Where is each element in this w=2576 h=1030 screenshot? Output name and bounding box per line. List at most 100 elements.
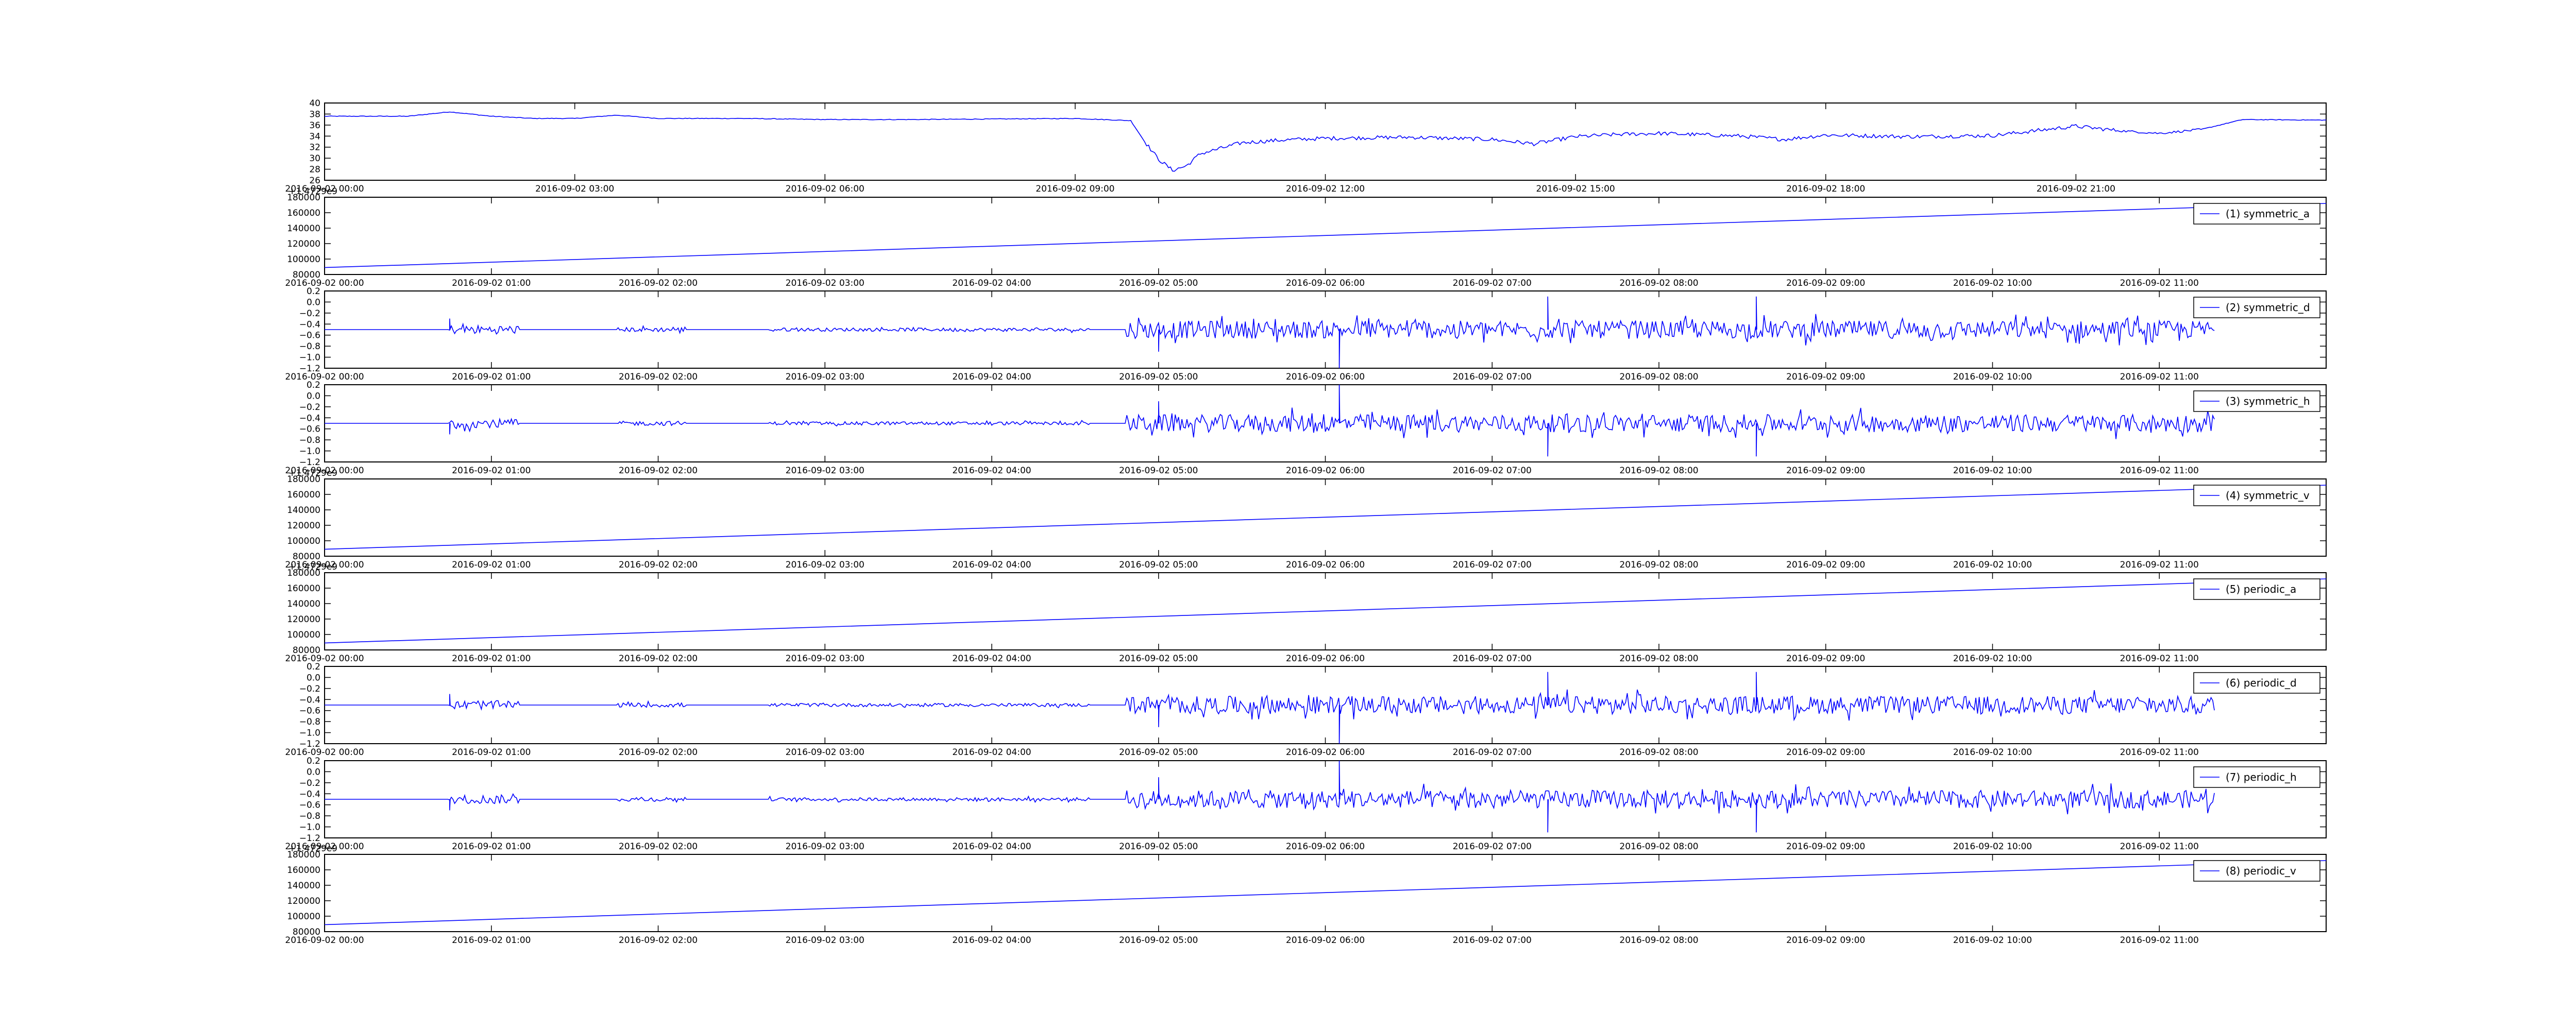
y-tick-label: 160000 bbox=[287, 583, 320, 594]
x-tick-label: 2016-09-02 08:00 bbox=[1619, 842, 1698, 852]
x-tick-label: 2016-09-02 05:00 bbox=[1119, 372, 1198, 382]
x-tick-label: 2016-09-02 00:00 bbox=[285, 747, 364, 758]
y-tick-label: 100000 bbox=[287, 912, 320, 922]
y-tick-label: 34 bbox=[309, 131, 320, 142]
x-tick-label: 2016-09-02 09:00 bbox=[1036, 184, 1114, 194]
x-tick-label: 2016-09-02 06:00 bbox=[1286, 842, 1365, 852]
x-tick-label: 2016-09-02 00:00 bbox=[285, 278, 364, 288]
y-tick-label: −0.2 bbox=[299, 778, 320, 788]
y-tick-label: −1.0 bbox=[299, 447, 320, 457]
y-tick-label: −1.0 bbox=[299, 353, 320, 363]
legend: (1) symmetric_a bbox=[2193, 203, 2320, 225]
axes-frame bbox=[324, 666, 2327, 744]
x-tick-label: 2016-09-02 09:00 bbox=[1786, 654, 1865, 664]
x-tick-label: 2016-09-02 11:00 bbox=[2120, 654, 2199, 664]
x-tick-label: 2016-09-02 00:00 bbox=[285, 842, 364, 852]
x-tick-label: 2016-09-02 12:00 bbox=[1286, 184, 1365, 194]
x-tick-label: 2016-09-02 06:00 bbox=[1286, 560, 1365, 570]
legend: (3) symmetric_h bbox=[2193, 390, 2320, 412]
y-tick-label: 140000 bbox=[287, 599, 320, 609]
x-tick-label: 2016-09-02 11:00 bbox=[2120, 935, 2199, 946]
axes-frame bbox=[324, 290, 2327, 369]
y-tick-label: 180000 bbox=[287, 193, 320, 203]
x-tick-label: 2016-09-02 03:00 bbox=[786, 654, 865, 664]
x-tick-label: 2016-09-02 10:00 bbox=[1953, 654, 2032, 664]
x-tick-label: 2016-09-02 03:00 bbox=[786, 466, 865, 476]
y-tick-label: −0.8 bbox=[299, 717, 320, 727]
x-tick-label: 2016-09-02 02:00 bbox=[619, 747, 698, 758]
x-tick-label: 2016-09-02 11:00 bbox=[2120, 747, 2199, 758]
x-tick-label: 2016-09-02 04:00 bbox=[952, 842, 1031, 852]
offset-text: +1.4729e9 bbox=[289, 468, 337, 478]
x-tick-label: 2016-09-02 11:00 bbox=[2120, 278, 2199, 288]
x-tick-label: 2016-09-02 00:00 bbox=[285, 372, 364, 382]
y-tick-label: 38 bbox=[309, 109, 320, 119]
legend: (4) symmetric_v bbox=[2193, 485, 2320, 506]
y-tick-label: −0.4 bbox=[299, 695, 320, 705]
x-tick-label: 2016-09-02 07:00 bbox=[1453, 935, 1532, 946]
x-tick-label: 2016-09-02 11:00 bbox=[2120, 560, 2199, 570]
x-tick-label: 2016-09-02 07:00 bbox=[1453, 654, 1532, 664]
x-tick-label: 2016-09-02 02:00 bbox=[619, 372, 698, 382]
y-tick-label: 0.0 bbox=[307, 297, 320, 307]
x-tick-label: 2016-09-02 00:00 bbox=[285, 654, 364, 664]
x-tick-label: 2016-09-02 04:00 bbox=[952, 466, 1031, 476]
x-tick-label: 2016-09-02 09:00 bbox=[1786, 935, 1865, 946]
legend-label: (4) symmetric_v bbox=[2226, 489, 2310, 502]
x-tick-label: 2016-09-02 06:00 bbox=[1286, 935, 1365, 946]
y-tick-label: 30 bbox=[309, 153, 320, 164]
offset-text: +1.4729e9 bbox=[289, 186, 337, 197]
y-tick-label: 32 bbox=[309, 143, 320, 153]
x-tick-label: 2016-09-02 04:00 bbox=[952, 278, 1031, 288]
x-tick-label: 2016-09-02 03:00 bbox=[786, 842, 865, 852]
y-tick-label: −0.4 bbox=[299, 413, 320, 423]
y-tick-label: 0.2 bbox=[307, 662, 320, 672]
y-tick-label: 80000 bbox=[293, 927, 320, 937]
y-tick-label: 100000 bbox=[287, 630, 320, 640]
x-tick-label: 2016-09-02 02:00 bbox=[619, 466, 698, 476]
y-tick-label: 140000 bbox=[287, 224, 320, 234]
x-tick-label: 2016-09-02 11:00 bbox=[2120, 842, 2199, 852]
y-tick-label: 100000 bbox=[287, 254, 320, 265]
y-tick-label: 120000 bbox=[287, 521, 320, 531]
axes-frame bbox=[324, 760, 2327, 838]
series-line bbox=[325, 385, 2215, 457]
x-tick-label: 2016-09-02 07:00 bbox=[1453, 842, 1532, 852]
series-line bbox=[325, 860, 2326, 925]
y-tick-label: −0.6 bbox=[299, 424, 320, 435]
x-tick-label: 2016-09-02 07:00 bbox=[1453, 747, 1532, 758]
x-tick-label: 2016-09-02 05:00 bbox=[1119, 560, 1198, 570]
legend: (5) periodic_a bbox=[2193, 578, 2320, 600]
x-tick-label: 2016-09-02 05:00 bbox=[1119, 842, 1198, 852]
subplot-8: −1.2−1.0−0.8−0.6−0.4−0.20.00.2 2016-09-02… bbox=[285, 756, 2327, 852]
x-tick-label: 2016-09-02 10:00 bbox=[1953, 372, 2032, 382]
y-tick-label: 0.2 bbox=[307, 380, 320, 390]
subplot-9: 800001000001200001400001600001800002016-… bbox=[285, 844, 2327, 946]
x-tick-label: 2016-09-02 00:00 bbox=[285, 935, 364, 946]
x-tick-label: 2016-09-02 05:00 bbox=[1119, 654, 1198, 664]
y-tick-label: −0.4 bbox=[299, 319, 320, 330]
x-tick-label: 2016-09-02 02:00 bbox=[619, 278, 698, 288]
y-tick-label: −1.2 bbox=[299, 457, 320, 468]
legend-label: (2) symmetric_d bbox=[2226, 301, 2310, 314]
y-tick-label: 36 bbox=[309, 121, 320, 131]
x-tick-label: 2016-09-02 07:00 bbox=[1453, 466, 1532, 476]
series-line bbox=[325, 485, 2326, 550]
y-tick-label: 140000 bbox=[287, 881, 320, 891]
legend-label: (8) periodic_v bbox=[2226, 865, 2296, 877]
y-tick-label: 0.0 bbox=[307, 673, 320, 683]
y-tick-label: −1.0 bbox=[299, 728, 320, 739]
x-tick-label: 2016-09-02 08:00 bbox=[1619, 935, 1698, 946]
y-tick-label: 140000 bbox=[287, 505, 320, 516]
y-tick-label: 160000 bbox=[287, 490, 320, 500]
y-tick-label: 120000 bbox=[287, 896, 320, 906]
x-tick-label: 2016-09-02 02:00 bbox=[619, 654, 698, 664]
x-tick-label: 2016-09-02 03:00 bbox=[786, 560, 865, 570]
x-tick-label: 2016-09-02 01:00 bbox=[452, 935, 531, 946]
series-line bbox=[325, 578, 2326, 644]
y-tick-label: 160000 bbox=[287, 865, 320, 876]
x-tick-label: 2016-09-02 03:00 bbox=[786, 372, 865, 382]
subplot-6: 800001000001200001400001600001800002016-… bbox=[285, 562, 2327, 664]
